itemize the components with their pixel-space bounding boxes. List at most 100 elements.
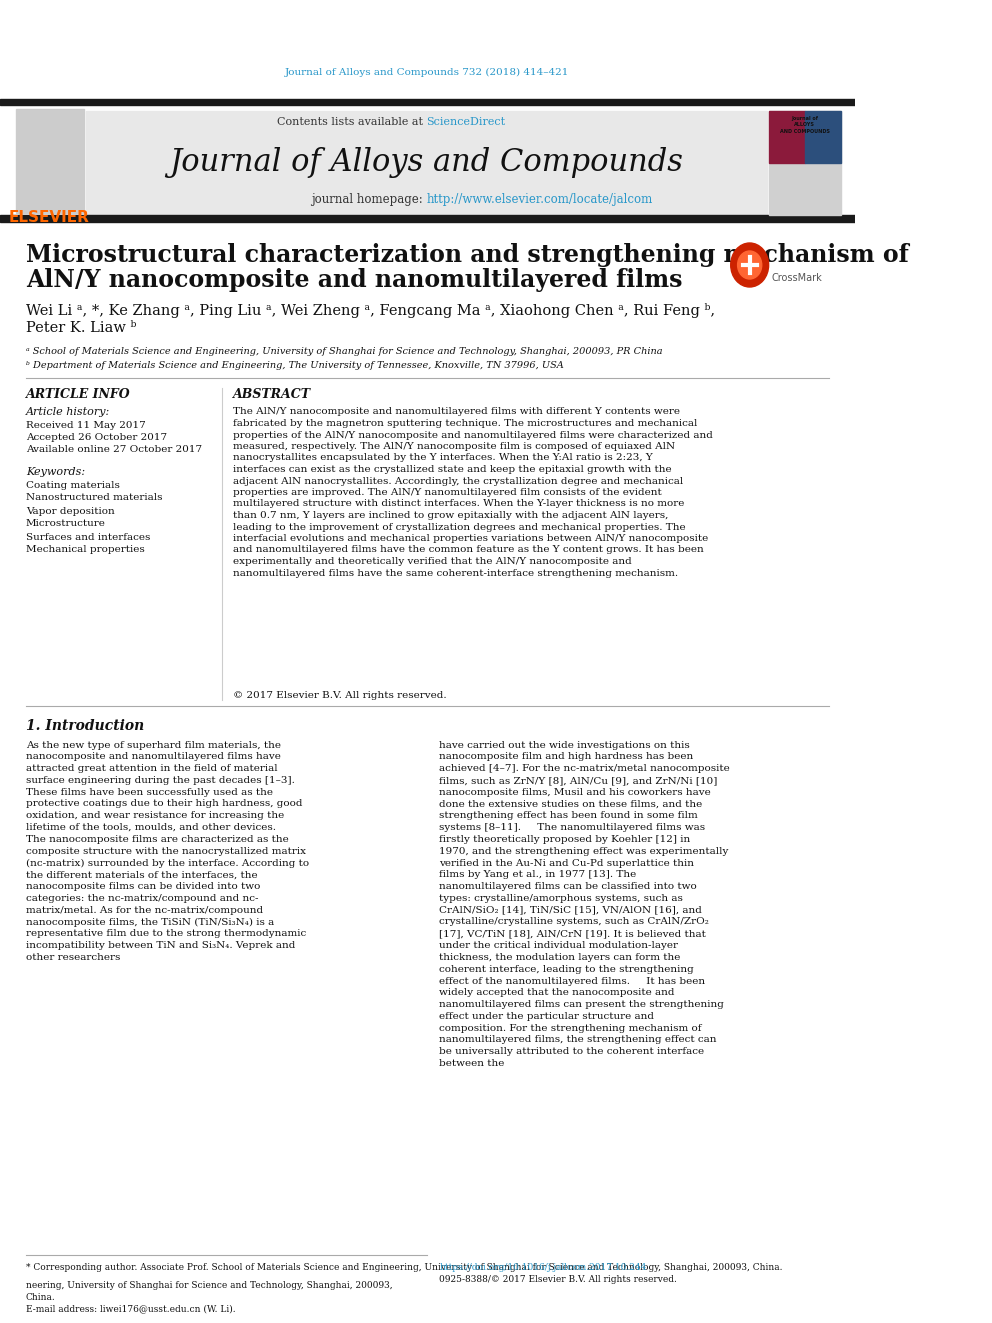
Text: adjacent AlN nanocrystallites. Accordingly, the crystallization degree and mecha: adjacent AlN nanocrystallites. According… [233, 476, 682, 486]
Text: composition. For the strengthening mechanism of: composition. For the strengthening mecha… [439, 1024, 702, 1033]
Circle shape [731, 243, 769, 287]
Text: crystalline/crystalline systems, such as CrAlN/ZrO₂: crystalline/crystalline systems, such as… [439, 917, 709, 926]
Bar [769, 111, 805, 163]
Text: ELSEVIER: ELSEVIER [9, 210, 89, 225]
Text: nanomultilayered films, the strengthening effect can: nanomultilayered films, the strengthenin… [439, 1036, 717, 1044]
Bar [0, 99, 855, 105]
Text: between the: between the [439, 1060, 505, 1068]
Text: properties of the AlN/Y nanocomposite and nanomultilayered films were characteri: properties of the AlN/Y nanocomposite an… [233, 430, 712, 439]
Text: incompatibility between TiN and Si₃N₄. Veprek and: incompatibility between TiN and Si₃N₄. V… [26, 941, 296, 950]
Text: Nanostructured materials: Nanostructured materials [26, 493, 163, 503]
Text: Journal of Alloys and Compounds 732 (2018) 414–421: Journal of Alloys and Compounds 732 (201… [286, 67, 569, 77]
Text: Vapor deposition: Vapor deposition [26, 507, 115, 516]
Text: composite structure with the nanocrystallized matrix: composite structure with the nanocrystal… [26, 847, 306, 856]
Text: nanocomposite films, Musil and his coworkers have: nanocomposite films, Musil and his cowor… [439, 787, 711, 796]
Text: China.: China. [26, 1293, 56, 1302]
Text: The nanocomposite films are characterized as the: The nanocomposite films are characterize… [26, 835, 289, 844]
Text: representative film due to the strong thermodynamic: representative film due to the strong th… [26, 929, 307, 938]
Text: http://www.elsevier.com/locate/jalcom: http://www.elsevier.com/locate/jalcom [427, 193, 653, 206]
Text: properties are improved. The AlN/Y nanomultilayered film consists of the evident: properties are improved. The AlN/Y nanom… [233, 488, 662, 497]
Text: achieved [4–7]. For the nc-matrix/metal nanocomposite: achieved [4–7]. For the nc-matrix/metal … [439, 765, 730, 773]
Text: coherent interface, leading to the strengthening: coherent interface, leading to the stren… [439, 964, 694, 974]
Text: Wei Li ᵃ, *, Ke Zhang ᵃ, Ping Liu ᵃ, Wei Zheng ᵃ, Fengcang Ma ᵃ, Xiaohong Chen ᵃ: Wei Li ᵃ, *, Ke Zhang ᵃ, Ping Liu ᵃ, Wei… [26, 303, 715, 318]
Text: ScienceDirect: ScienceDirect [427, 116, 506, 127]
Text: nanomultilayered films have the same coherent-interface strengthening mechanism.: nanomultilayered films have the same coh… [233, 569, 678, 578]
Text: leading to the improvement of crystallization degrees and mechanical properties.: leading to the improvement of crystalliz… [233, 523, 685, 532]
Text: Available online 27 October 2017: Available online 27 October 2017 [26, 445, 202, 454]
Text: films by Yang et al., in 1977 [13]. The: films by Yang et al., in 1977 [13]. The [439, 871, 637, 880]
Text: Journal of Alloys and Compounds: Journal of Alloys and Compounds [170, 147, 683, 177]
Text: journal homepage:: journal homepage: [311, 193, 427, 206]
Text: lifetime of the tools, moulds, and other devices.: lifetime of the tools, moulds, and other… [26, 823, 276, 832]
Text: 0925-8388/© 2017 Elsevier B.V. All rights reserved.: 0925-8388/© 2017 Elsevier B.V. All right… [439, 1275, 678, 1285]
Text: As the new type of superhard film materials, the: As the new type of superhard film materi… [26, 741, 281, 750]
Text: nanocomposite films, the TiSiN (TiN/Si₃N₄) is a: nanocomposite films, the TiSiN (TiN/Si₃N… [26, 917, 274, 926]
Text: https://doi.org/10.1016/j.jallcom.2017.10.244: https://doi.org/10.1016/j.jallcom.2017.1… [439, 1263, 647, 1273]
Text: surface engineering during the past decades [1–3].: surface engineering during the past deca… [26, 775, 295, 785]
Text: than 0.7 nm, Y layers are inclined to grow epitaxially with the adjacent AlN lay: than 0.7 nm, Y layers are inclined to gr… [233, 511, 668, 520]
Text: * Corresponding author. Associate Prof. School of Materials Science and Engineer: * Corresponding author. Associate Prof. … [26, 1263, 783, 1273]
Text: be universally attributed to the coherent interface: be universally attributed to the coheren… [439, 1048, 704, 1056]
Text: ABSTRACT: ABSTRACT [233, 388, 310, 401]
Text: firstly theoretically proposed by Koehler [12] in: firstly theoretically proposed by Koehle… [439, 835, 690, 844]
Text: ARTICLE INFO: ARTICLE INFO [26, 388, 131, 401]
Text: experimentally and theoretically verified that the AlN/Y nanocomposite and: experimentally and theoretically verifie… [233, 557, 631, 566]
Text: nanocomposite film and high hardness has been: nanocomposite film and high hardness has… [439, 753, 693, 761]
Text: nanomultilayered films can present the strengthening: nanomultilayered films can present the s… [439, 1000, 724, 1009]
Text: done the extensive studies on these films, and the: done the extensive studies on these film… [439, 799, 702, 808]
Text: 1970, and the strengthening effect was experimentally: 1970, and the strengthening effect was e… [439, 847, 729, 856]
Text: films, such as ZrN/Y [8], AlN/Cu [9], and ZrN/Ni [10]: films, such as ZrN/Y [8], AlN/Cu [9], an… [439, 775, 718, 785]
Text: systems [8–11].     The nanomultilayered films was: systems [8–11]. The nanomultilayered fil… [439, 823, 705, 832]
Text: nanomultilayered films can be classified into two: nanomultilayered films can be classified… [439, 882, 697, 892]
Text: Keywords:: Keywords: [26, 467, 85, 478]
Text: Article history:: Article history: [26, 407, 110, 417]
Bar [16, 108, 84, 213]
Text: verified in the Au-Ni and Cu-Pd superlattice thin: verified in the Au-Ni and Cu-Pd superlat… [439, 859, 694, 868]
Text: have carried out the wide investigations on this: have carried out the wide investigations… [439, 741, 690, 750]
Text: effect under the particular structure and: effect under the particular structure an… [439, 1012, 655, 1021]
Text: Mechanical properties: Mechanical properties [26, 545, 145, 554]
Text: under the critical individual modulation-layer: under the critical individual modulation… [439, 941, 679, 950]
Text: measured, respectively. The AlN/Y nanocomposite film is composed of equiaxed AlN: measured, respectively. The AlN/Y nanoco… [233, 442, 675, 451]
Text: other researchers: other researchers [26, 953, 120, 962]
Text: Microstructural characterization and strengthening mechanism of: Microstructural characterization and str… [26, 243, 909, 267]
Text: Journal of
ALLOYS
AND COMPOUNDS: Journal of ALLOYS AND COMPOUNDS [780, 116, 829, 134]
Text: AlN/Y nanocomposite and nanomultilayered films: AlN/Y nanocomposite and nanomultilayered… [26, 269, 682, 292]
Text: neering, University of Shanghai for Science and Technology, Shanghai, 200093,: neering, University of Shanghai for Scie… [26, 1281, 393, 1290]
Text: Microstructure: Microstructure [26, 520, 106, 528]
Text: Accepted 26 October 2017: Accepted 26 October 2017 [26, 433, 167, 442]
Text: nanocomposite and nanomultilayered films have: nanocomposite and nanomultilayered films… [26, 753, 281, 761]
Text: [17], VC/TiN [18], AlN/CrN [19]. It is believed that: [17], VC/TiN [18], AlN/CrN [19]. It is b… [439, 929, 706, 938]
Text: (nc-matrix) surrounded by the interface. According to: (nc-matrix) surrounded by the interface.… [26, 859, 309, 868]
Text: ᵇ Department of Materials Science and Engineering, The University of Tennessee, : ᵇ Department of Materials Science and En… [26, 361, 563, 370]
Text: 1. Introduction: 1. Introduction [26, 718, 144, 733]
Text: oxidation, and wear resistance for increasing the: oxidation, and wear resistance for incre… [26, 811, 284, 820]
Text: attracted great attention in the field of material: attracted great attention in the field o… [26, 765, 278, 773]
Text: The AlN/Y nanocomposite and nanomultilayered films with different Y contents wer: The AlN/Y nanocomposite and nanomultilay… [233, 407, 680, 417]
Text: Received 11 May 2017: Received 11 May 2017 [26, 421, 146, 430]
Text: the different materials of the interfaces, the: the different materials of the interface… [26, 871, 258, 880]
Text: interfacial evolutions and mechanical properties variations between AlN/Y nanoco: interfacial evolutions and mechanical pr… [233, 534, 708, 542]
Bar [0, 216, 855, 222]
Text: Peter K. Liaw ᵇ: Peter K. Liaw ᵇ [26, 321, 136, 335]
Bar [769, 111, 841, 216]
Text: multilayered structure with distinct interfaces. When the Y-layer thickness is n: multilayered structure with distinct int… [233, 500, 684, 508]
Bar [86, 111, 767, 216]
Circle shape [738, 251, 762, 279]
Bar [805, 111, 841, 163]
Text: categories: the nc-matrix/compound and nc-: categories: the nc-matrix/compound and n… [26, 894, 258, 902]
Text: thickness, the modulation layers can form the: thickness, the modulation layers can for… [439, 953, 681, 962]
Text: interfaces can exist as the crystallized state and keep the epitaxial growth wit: interfaces can exist as the crystallized… [233, 464, 672, 474]
Text: CrAlN/SiO₂ [14], TiN/SiC [15], VN/AlON [16], and: CrAlN/SiO₂ [14], TiN/SiC [15], VN/AlON [… [439, 906, 702, 914]
Text: fabricated by the magnetron sputtering technique. The microstructures and mechan: fabricated by the magnetron sputtering t… [233, 419, 697, 429]
Text: Coating materials: Coating materials [26, 480, 120, 490]
Text: Contents lists available at: Contents lists available at [277, 116, 427, 127]
Text: protective coatings due to their high hardness, good: protective coatings due to their high ha… [26, 799, 303, 808]
Text: CrossMark: CrossMark [771, 273, 822, 283]
Text: These films have been successfully used as the: These films have been successfully used … [26, 787, 273, 796]
Text: Surfaces and interfaces: Surfaces and interfaces [26, 532, 150, 541]
Text: nanocrystallites encapsulated by the Y interfaces. When the Y:Al ratio is 2:23, : nanocrystallites encapsulated by the Y i… [233, 454, 653, 463]
Text: widely accepted that the nanocomposite and: widely accepted that the nanocomposite a… [439, 988, 675, 998]
Text: strengthening effect has been found in some film: strengthening effect has been found in s… [439, 811, 698, 820]
Text: matrix/metal. As for the nc-matrix/compound: matrix/metal. As for the nc-matrix/compo… [26, 906, 263, 914]
